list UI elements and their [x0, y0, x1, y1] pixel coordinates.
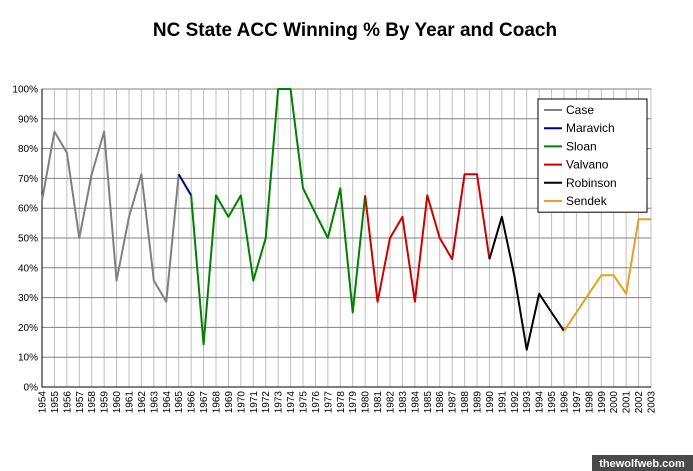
watermark-background	[592, 455, 693, 471]
x-tick-label: 1986	[435, 391, 446, 414]
x-tick-label: 1959	[100, 391, 111, 414]
x-tick-label: 1961	[125, 391, 136, 414]
y-tick-label: 40%	[18, 263, 38, 274]
legend-entry: Valvano	[566, 158, 609, 172]
x-tick-label: 1998	[584, 391, 595, 414]
legend-entry: Robinson	[566, 176, 617, 190]
y-tick-label: 30%	[18, 293, 38, 304]
x-tick-label: 1963	[149, 391, 160, 414]
x-tick-label: 1960	[112, 391, 123, 414]
x-tick-label: 1994	[535, 391, 546, 414]
legend-entry: Maravich	[566, 121, 615, 135]
x-tick-label: 1971	[249, 391, 260, 414]
x-tick-label: 1972	[261, 391, 272, 414]
x-tick-label: 1964	[162, 391, 173, 414]
x-tick-label: 2003	[647, 391, 658, 414]
x-tick-label: 1957	[75, 391, 86, 414]
x-tick-label: 1989	[473, 391, 484, 414]
legend-box	[537, 98, 648, 213]
chart-title: NC State ACC Winning % By Year and Coach	[153, 20, 557, 41]
x-tick-label: 1992	[510, 391, 521, 414]
x-tick-label: 1962	[137, 391, 148, 414]
x-tick-label: 1969	[224, 391, 235, 414]
x-tick-label: 1958	[87, 391, 98, 414]
x-tick-label: 1995	[547, 391, 558, 414]
x-tick-label: 1987	[448, 391, 459, 414]
legend-entry: Sloan	[566, 139, 597, 153]
x-tick-label: 1954	[38, 391, 49, 414]
x-tick-label: 1976	[311, 391, 322, 414]
y-tick-label: 10%	[18, 353, 38, 364]
x-tick-label: 2000	[609, 391, 620, 414]
x-tick-label: 1984	[410, 391, 421, 414]
x-tick-label: 1966	[187, 391, 198, 414]
x-tick-label: 1996	[560, 391, 571, 414]
legend: Case Maravich Sloan Valvano Robinson Sendek	[537, 98, 648, 213]
x-tick-label: 1985	[423, 391, 434, 414]
y-tick-label: 20%	[18, 323, 38, 334]
series-line-maravich	[177, 173, 193, 196]
x-tick-label: 1967	[199, 391, 210, 414]
series-line-valvano	[364, 173, 491, 303]
x-tick-label: 1968	[212, 391, 223, 414]
x-tick-label: 1990	[485, 391, 496, 414]
y-tick-label: 90%	[18, 114, 38, 125]
x-axis-tick-labels: 1954 1955 1956 1957 1958 1959 1960 1961 1962 1963…	[38, 391, 658, 414]
legend-entry: Sendek	[566, 194, 608, 208]
x-tick-label: 1981	[373, 391, 384, 414]
x-tick-label: 1977	[323, 391, 334, 414]
y-tick-label: 100%	[12, 85, 38, 96]
x-tick-label: 1999	[597, 391, 608, 414]
y-tick-label: 50%	[18, 234, 38, 245]
x-tick-label: 1982	[386, 391, 397, 414]
series-line-sloan	[190, 88, 367, 346]
x-tick-label: 1979	[348, 391, 359, 414]
x-tick-label: 1997	[572, 391, 583, 414]
legend-entry: Case	[566, 103, 594, 117]
watermark-text: thewolfweb.com	[599, 458, 685, 470]
x-tick-label: 1993	[522, 391, 533, 414]
y-tick-label: 0%	[24, 383, 39, 394]
x-tick-label: 1978	[336, 391, 347, 414]
y-tick-label: 60%	[18, 204, 38, 215]
x-tick-label: 1965	[174, 391, 185, 414]
x-tick-label: 1973	[274, 391, 285, 414]
x-tick-label: 1975	[299, 391, 310, 414]
series-line-case	[41, 130, 180, 303]
x-tick-label: 1991	[497, 391, 508, 414]
y-tick-label: 80%	[18, 144, 38, 155]
x-tick-label: 1970	[236, 391, 247, 414]
x-tick-label: 1980	[361, 391, 372, 414]
series-line-sendek	[563, 218, 651, 332]
series-lines	[41, 88, 651, 351]
x-tick-label: 1955	[50, 391, 61, 414]
x-tick-label: 2002	[634, 391, 645, 414]
y-axis-tick-labels: 0% 10% 20% 30% 40% 50% 60% 70% 80% 90% 100%	[12, 85, 38, 394]
x-tick-label: 1988	[460, 391, 471, 414]
y-tick-label: 70%	[18, 174, 38, 185]
series-line-robinson	[488, 215, 565, 351]
x-tick-label: 2001	[622, 391, 633, 414]
x-tick-label: 1956	[62, 391, 73, 414]
x-tick-label: 1974	[286, 391, 297, 414]
x-tick-label: 1983	[398, 391, 409, 414]
